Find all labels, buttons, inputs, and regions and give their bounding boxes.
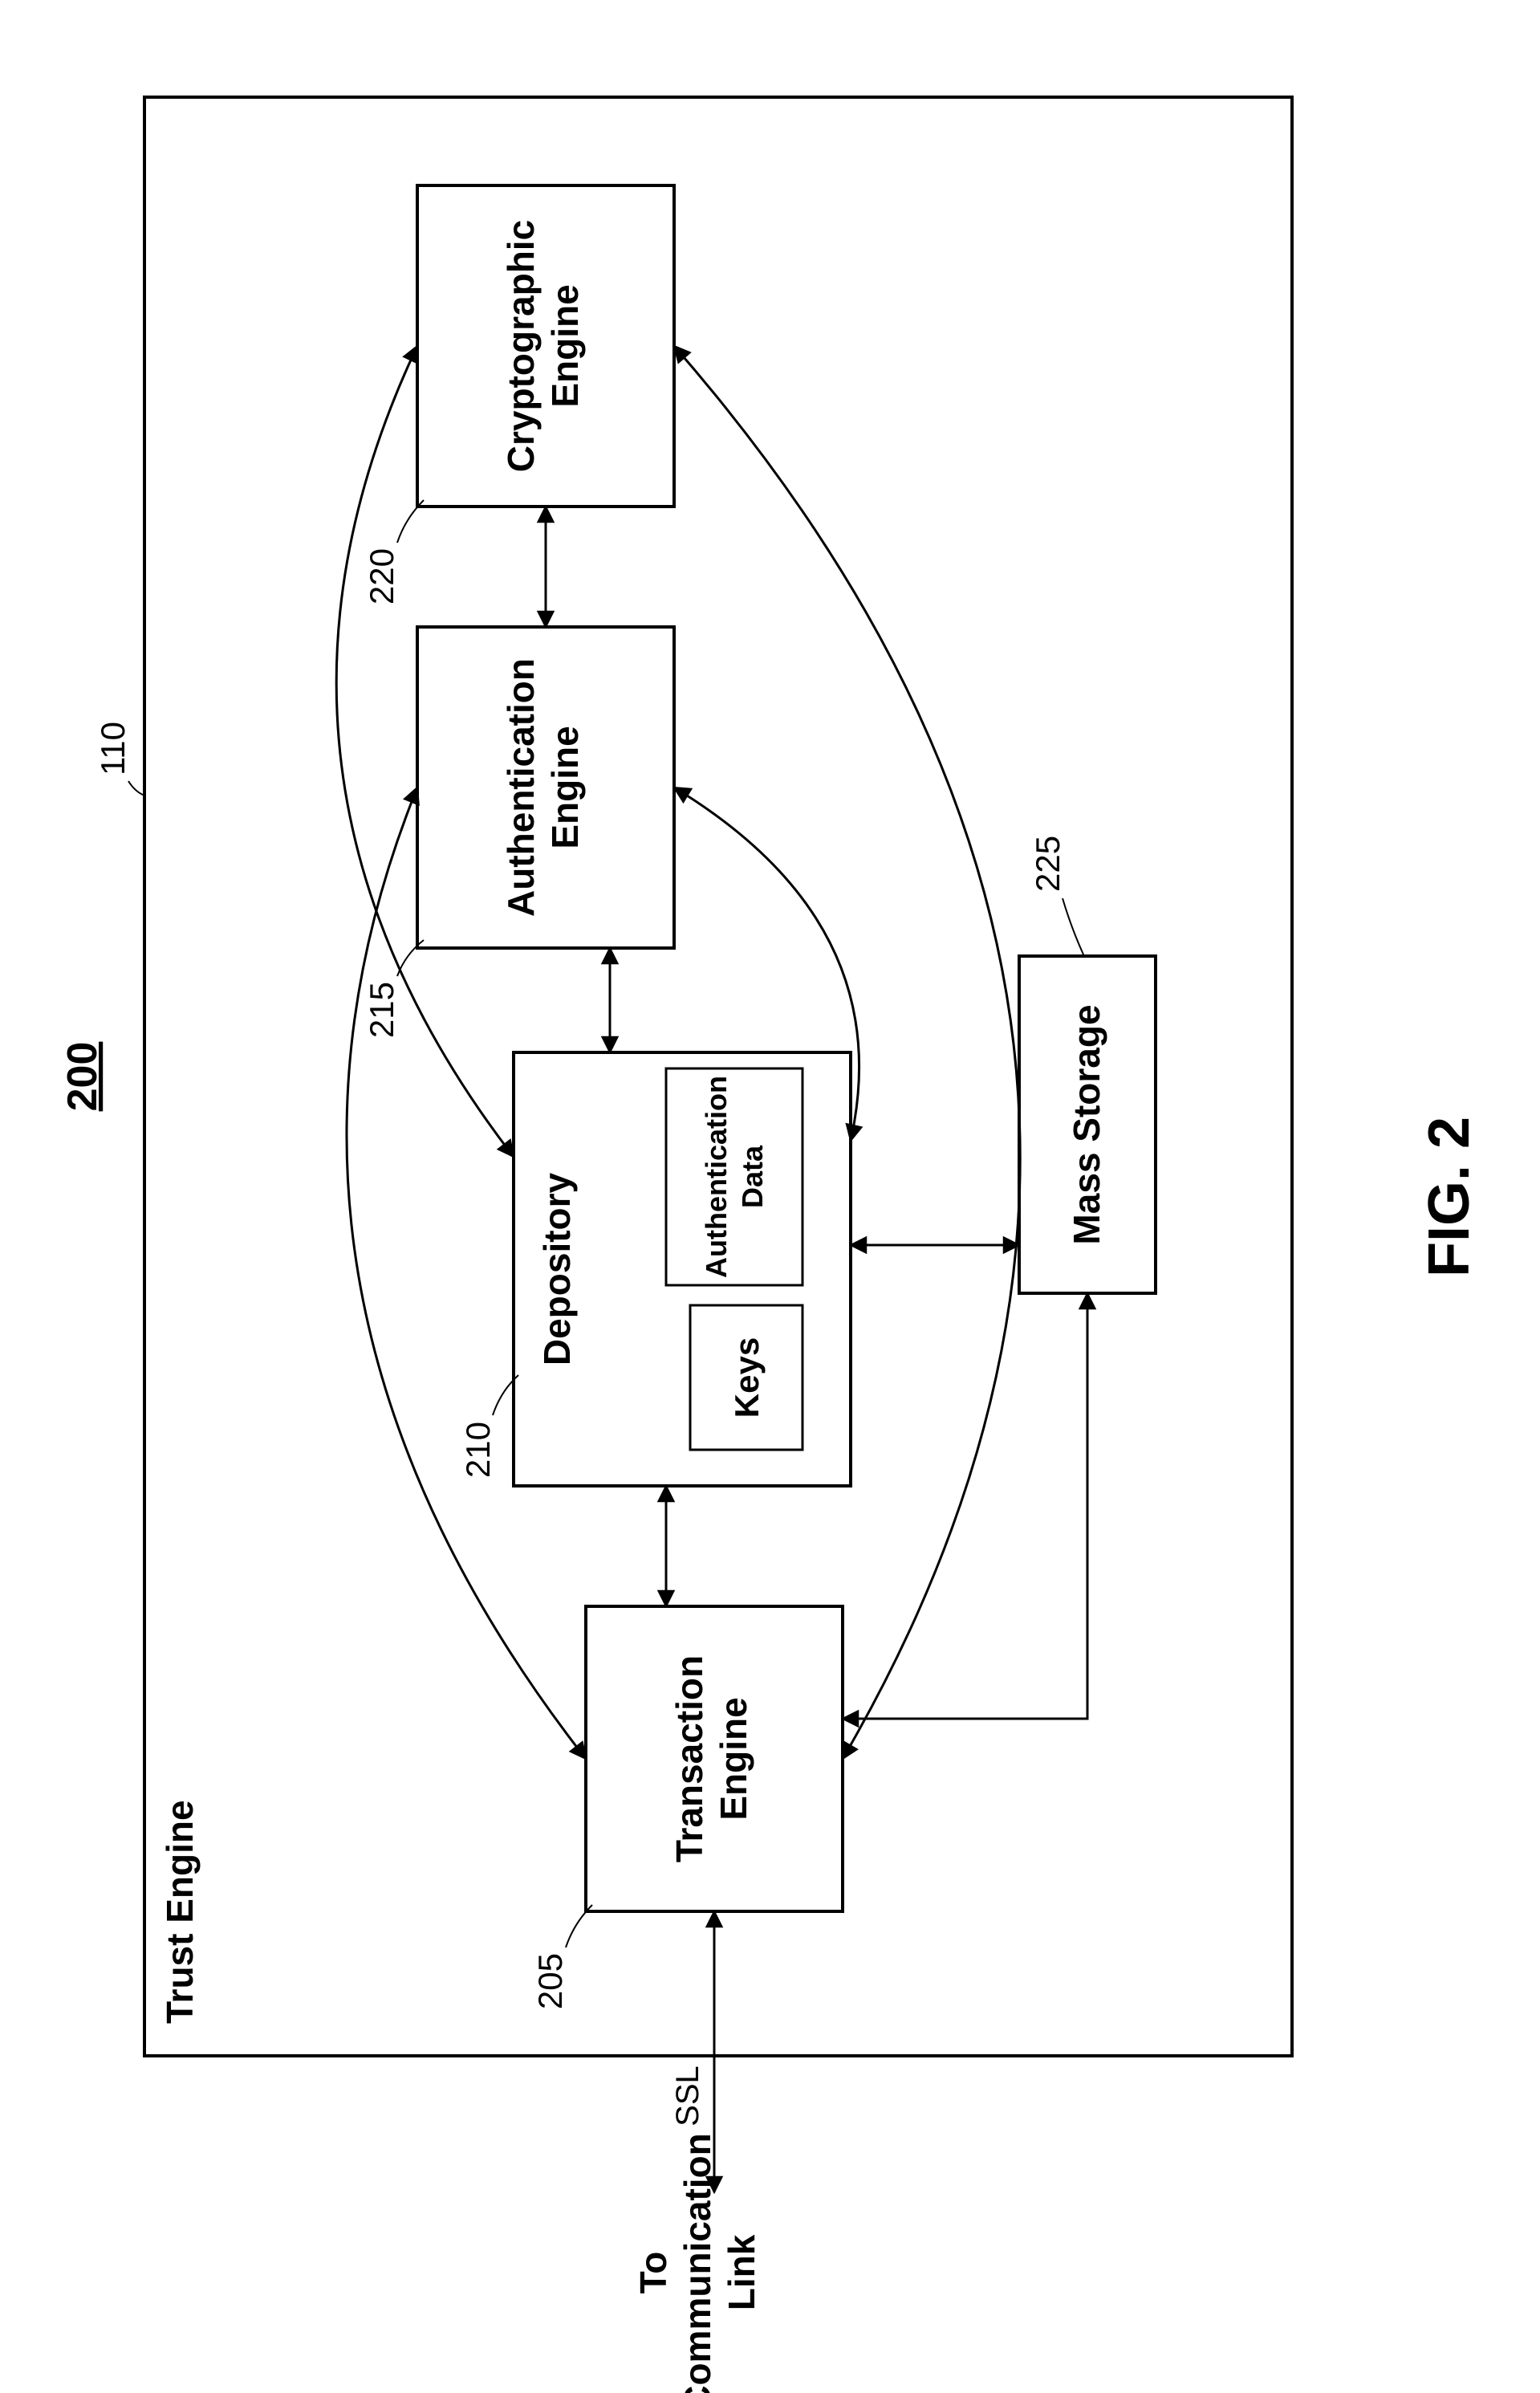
transaction-engine-label-2: Engine [713,1697,754,1820]
cryptographic-engine-label-2: Engine [544,284,586,407]
ref-authentication: 215 [363,982,400,1038]
ref-cryptographic: 220 [363,548,400,604]
transaction-engine-label-1: Transaction [668,1655,710,1862]
authdata-label-2: Data [736,1145,769,1208]
mass-storage-label: Mass Storage [1066,1004,1107,1244]
ref-outer: 110 [94,722,132,775]
authdata-label-1: Authentication [700,1076,733,1278]
trust-engine-diagram: 200 Trust Engine 110 To Communication Li… [0,0,1540,2393]
depository-label: Depository [536,1172,578,1365]
keys-label: Keys [728,1337,766,1418]
ref-transaction: 205 [531,1953,569,2009]
figure-caption: FIG. 2 [1417,1117,1481,1277]
lead-outer [128,781,144,796]
trust-engine-title: Trust Engine [159,1800,201,2024]
ext-label-3: Link [721,2234,762,2310]
ssl-label: SSL [670,2065,705,2126]
cryptographic-engine-label-1: Cryptographic [500,220,542,472]
ref-depository: 210 [459,1422,497,1478]
figure-number: 200 [59,1042,106,1112]
ref-mass-storage: 225 [1029,836,1067,892]
authentication-engine-label-1: Authentication [500,658,542,917]
authdata-box [666,1068,803,1285]
ext-label-2: Communication [677,2133,718,2393]
authentication-engine-label-2: Engine [544,726,586,849]
ext-label-1: To [632,2252,674,2294]
